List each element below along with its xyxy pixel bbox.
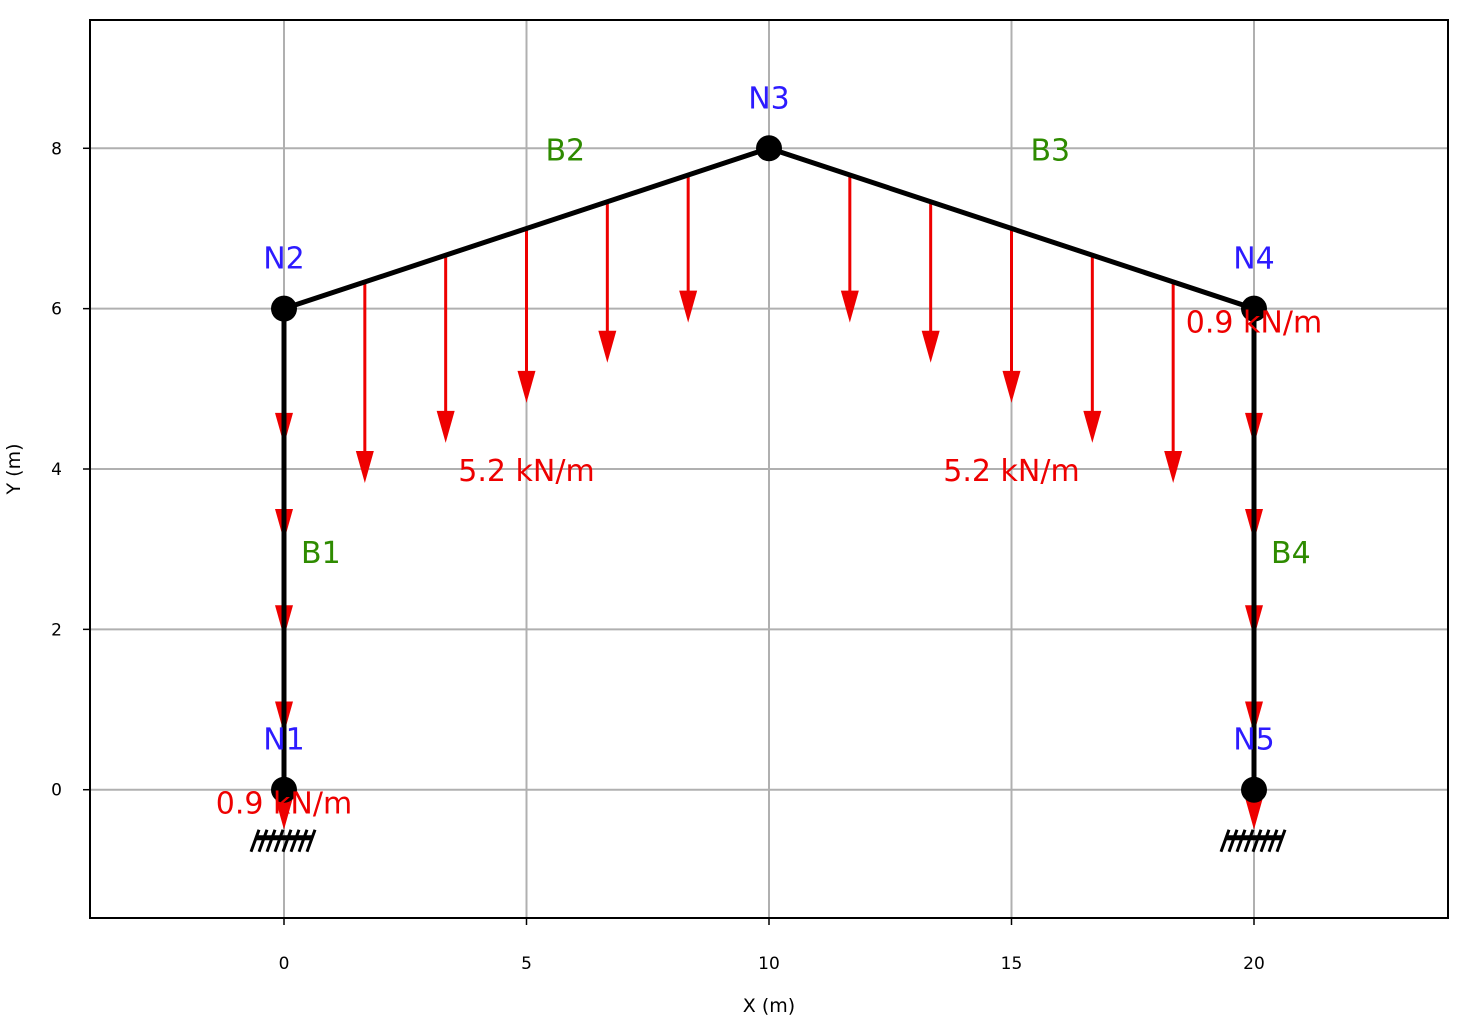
member-label: B3 [1030,133,1070,168]
axis-ticks: 0 5 10 15 20 0 2 4 6 8 [51,139,1265,974]
fixed-support-hatch [281,829,293,853]
node-marker [1241,295,1267,322]
x-tick-label: 20 [1243,954,1265,974]
fixed-support-hatch [257,829,269,853]
load-label: 0.9 kN/m [1186,306,1322,341]
fixed-support-hatch [273,829,285,853]
load-arrow-head [840,290,859,323]
load-arrow-head [921,330,940,363]
load-arrow-head [436,410,455,443]
node-marker [271,776,297,803]
fixed-support-hatch [265,829,277,853]
fixed-support-hatch [305,829,317,853]
load-label: 0.9 kN/m [216,787,352,822]
fixed-support-hatch [1235,829,1247,853]
x-axis-label: X (m) [743,995,795,1017]
nodes [271,135,1267,803]
load-arrow-head [1083,410,1102,443]
fixed-support-hatch [1267,829,1279,853]
y-tick-label: 4 [51,460,62,480]
fixed-support-hatch [1251,829,1263,853]
y-tick-label: 6 [51,300,62,320]
y-tick-label: 0 [51,781,62,801]
labels: 0.9 kN/m 5.2 kN/m 5.2 kN/m 0.9 kN/m B1 B2 B3 B4… [216,81,1322,821]
load-label: 5.2 kN/m [458,454,594,489]
y-tick-label: 8 [51,139,62,159]
node-label: N5 [1233,723,1275,758]
node-label: N3 [748,81,790,116]
node-marker [756,135,782,162]
node-label: N1 [263,723,305,758]
load-arrow-head [679,290,698,323]
fixed-support-hatch [1275,829,1287,853]
fixed-support-hatch [249,829,261,853]
y-tick-label: 2 [51,620,62,640]
fixed-support-hatch [1227,829,1239,853]
fixed-support-hatch [1219,829,1231,853]
members [281,145,1257,793]
load-arrow-head [598,330,617,363]
x-tick-label: 5 [521,954,532,974]
x-tick-label: 15 [1001,954,1023,974]
y-axis-label: Y (m) [3,444,25,496]
x-tick-label: 0 [279,954,290,974]
fixed-support-hatch [289,829,301,853]
node-label: N4 [1233,242,1275,277]
node-marker [271,295,297,322]
node-marker [1241,776,1267,803]
load-arrow-head [1002,370,1021,403]
x-tick-label: 10 [758,954,780,974]
load-arrow-head [355,451,374,484]
load-arrow-head [275,797,293,830]
load-arrow-head [517,370,536,403]
load-arrow-head [1245,797,1263,830]
load-arrow-head [1164,451,1183,484]
member-line [766,145,1257,312]
member-line [281,145,772,312]
member-label: B2 [545,133,585,168]
fixed-support-hatch [1259,829,1271,853]
fixed-support-hatch [1243,829,1255,853]
load-label: 5.2 kN/m [943,454,1079,489]
supports [249,829,1287,853]
fixed-support-hatch [297,829,309,853]
member-label: B1 [301,536,341,571]
member-label: B4 [1271,536,1311,571]
node-label: N2 [263,242,305,277]
